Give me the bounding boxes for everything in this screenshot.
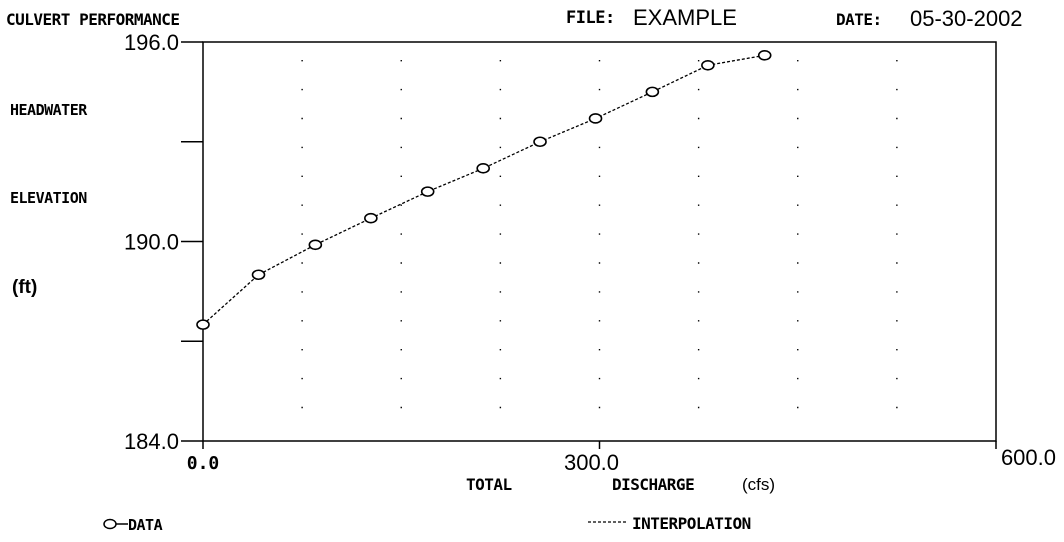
chart-title: CULVERT PERFORMANCE [6, 10, 180, 29]
y-axis-label-headwater: HEADWATER [10, 101, 87, 119]
legend-interpolation-line [588, 521, 626, 523]
x-axis-label-total: TOTAL [466, 475, 512, 494]
data-point [308, 239, 323, 251]
x-tick-label: 0.0 [187, 453, 220, 474]
data-point [420, 186, 435, 197]
legend-data-label: DATA [128, 516, 163, 534]
data-point [757, 49, 772, 61]
data-point [476, 163, 490, 174]
interpolation-line [202, 54, 765, 326]
data-point [701, 59, 715, 71]
file-value: EXAMPLE [633, 5, 737, 30]
data-point [364, 212, 378, 224]
x-axis-unit: (cfs) [742, 475, 776, 494]
date-label: DATE: [836, 10, 882, 29]
data-point [251, 269, 266, 281]
y-tick-label: 184.0 [124, 429, 179, 454]
file-label: FILE: [566, 8, 615, 28]
tick-label-layer: 196.0 190.0 184.0 0.0 300.0 600.0 [124, 30, 1056, 475]
data-point [588, 113, 603, 124]
y-tick-label: 196.0 [124, 30, 179, 55]
tick-layer [181, 41, 997, 449]
y-axis-unit: (ft) [12, 277, 38, 298]
data-point [533, 136, 547, 148]
legend-data-marker [103, 518, 128, 530]
y-tick-label: 190.0 [124, 230, 179, 255]
date-value: 05-30-2002 [910, 6, 1023, 31]
y-axis-label-elevation: ELEVATION [10, 189, 87, 207]
x-axis-label-discharge: DISCHARGE [612, 475, 695, 494]
data-point [645, 86, 660, 98]
data-marker-layer [196, 49, 772, 330]
legend-interpolation-label: INTERPOLATION [632, 514, 751, 533]
x-tick-label: 300.0 [564, 450, 619, 475]
data-point [196, 319, 210, 330]
x-tick-label: 600.0 [1001, 445, 1056, 470]
